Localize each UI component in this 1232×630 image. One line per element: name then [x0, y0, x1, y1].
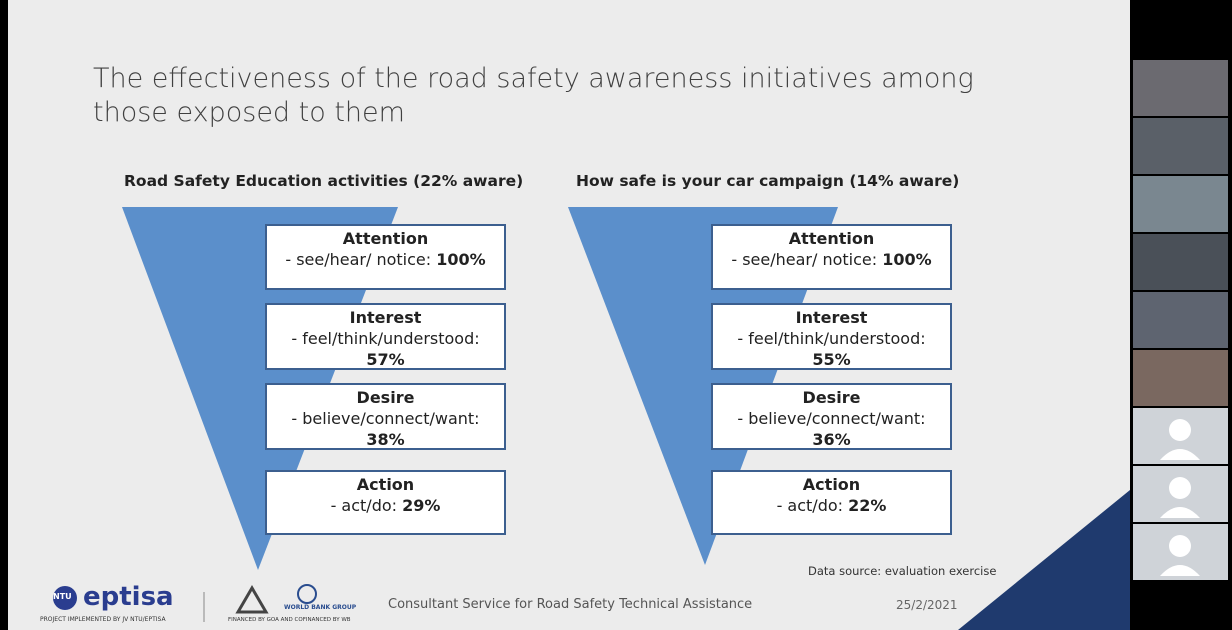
stage-box: Desire - believe/connect/want: 36%	[711, 383, 952, 450]
avatar	[1160, 477, 1200, 518]
stage-name: Attention	[342, 229, 429, 248]
stage-description: - feel/think/understood:	[291, 329, 480, 348]
stage-name: Action	[802, 475, 861, 494]
logo-text: eptisa	[83, 582, 174, 612]
stage-value: 36%	[812, 430, 851, 449]
video-tile	[1133, 118, 1228, 174]
heading: Road Safety Education activities (22% aw…	[124, 172, 524, 190]
stage-description: - see/hear/ notice:	[731, 250, 878, 269]
stage-name: Interest	[795, 308, 868, 327]
stage-box: Action - act/do: 22%	[711, 470, 952, 535]
avatar-tile	[1133, 408, 1228, 464]
stage-value: 57%	[366, 350, 405, 369]
slide: The effectiveness of the road safety awa…	[8, 0, 1130, 630]
stage-description: - act/do:	[776, 496, 844, 515]
ntu: NTU	[53, 592, 72, 601]
video-tile	[1133, 60, 1228, 116]
slide-graphics	[53, 207, 1130, 630]
stage-description: - see/hear/ notice:	[285, 250, 432, 269]
stage-box: Action - act/do: 29%	[265, 470, 506, 535]
avatar	[1160, 419, 1200, 460]
implemented: PROJECT IMPLEMENTED BY JV NTU/EPTISA	[40, 616, 166, 623]
stage-name: Interest	[349, 308, 422, 327]
logo-ntu	[53, 586, 77, 610]
stage-box: Attention - see/hear/ notice: 100%	[711, 224, 952, 290]
funnel	[568, 207, 838, 565]
stage-description: - believe/connect/want:	[737, 409, 926, 428]
stage-name: Desire	[802, 388, 861, 407]
stage-value: 22%	[848, 496, 887, 515]
stage-name: Action	[356, 475, 415, 494]
stage-value: 100%	[436, 250, 486, 269]
stage-value: 55%	[812, 350, 851, 369]
funnel	[122, 207, 398, 570]
logo-goa	[235, 585, 269, 614]
stage-box: Interest - feel/think/understood: 57%	[265, 303, 506, 370]
avatar	[1160, 535, 1200, 576]
stage-name: Attention	[788, 229, 875, 248]
decoration	[958, 490, 1130, 630]
title: The effectiveness of the road safety awa…	[93, 63, 974, 128]
stage-description: - act/do:	[330, 496, 398, 515]
wb: WORLD BANK GROUP	[284, 604, 357, 611]
video-tile	[1133, 350, 1228, 406]
avatar-tile	[1133, 524, 1228, 580]
financed: FINANCED BY GOA AND COFINANCED BY WB	[228, 617, 351, 623]
stage-box: Attention - see/hear/ notice: 100%	[265, 224, 506, 290]
stage-value: 29%	[402, 496, 441, 515]
video-tile	[1133, 292, 1228, 348]
stage-description: - believe/connect/want:	[291, 409, 480, 428]
stage-box: Desire - believe/connect/want: 38%	[265, 383, 506, 450]
stage-box: Interest - feel/think/understood: 55%	[711, 303, 952, 370]
heading: How safe is your car campaign (14% aware…	[576, 172, 960, 190]
avatar-tile	[1133, 466, 1228, 522]
date: 25/2/2021	[896, 598, 958, 612]
source: Data source: evaluation exercise	[808, 564, 997, 578]
logo-wb	[297, 584, 317, 604]
video-tile	[1133, 176, 1228, 232]
stage-description: - feel/think/understood:	[737, 329, 926, 348]
stage-value: 38%	[366, 430, 405, 449]
video-tile	[1133, 234, 1228, 290]
stage-name: Desire	[356, 388, 415, 407]
service: Consultant Service for Road Safety Techn…	[388, 597, 753, 612]
stage-value: 100%	[882, 250, 932, 269]
